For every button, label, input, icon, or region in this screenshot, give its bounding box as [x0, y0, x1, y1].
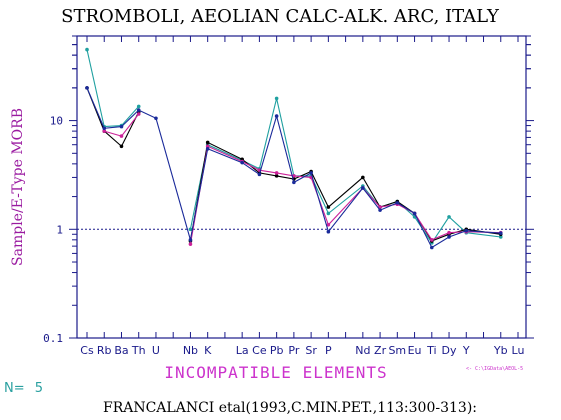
series-point: [188, 242, 193, 246]
y-axis-label: Sample/E-Type MORB: [10, 108, 26, 266]
sample-count: N= 5: [4, 381, 43, 396]
series-point: [119, 134, 124, 138]
series-point: [326, 222, 331, 227]
x-tick-label: Yb: [493, 344, 508, 357]
x-tick-label: Ba: [114, 344, 128, 357]
series-point: [464, 228, 469, 233]
x-tick-label: La: [236, 344, 249, 357]
x-tick-label: U: [152, 344, 160, 357]
y-axis-ticks: 0.1 1 10: [43, 35, 534, 345]
series-point: [378, 208, 382, 212]
series-point: [412, 211, 417, 216]
series-point: [447, 230, 451, 235]
series-point: [205, 147, 210, 151]
x-axis-ticks: Cs Rb Ba Th U Nb K La Ce Pb Pr Sr P Nd Zr Sm Eu Ti Dy Y Yb Lu: [80, 36, 524, 357]
series-line: [86, 49, 501, 244]
x-tick-label: Sr: [305, 344, 317, 357]
series-point: [326, 205, 331, 209]
series-point: [430, 245, 434, 250]
chart-title: STROMBOLI, AEOLIAN CALC-ALK. ARC, ITALY: [61, 6, 500, 27]
series-point: [188, 238, 193, 242]
series-line: [86, 87, 501, 249]
series-point: [102, 129, 107, 133]
series-point: [309, 171, 313, 175]
x-tick-label: Rb: [97, 344, 112, 357]
x-tick-label: Zr: [374, 344, 387, 357]
series-point: [361, 186, 365, 190]
x-tick-label: Pb: [270, 344, 284, 357]
x-tick-label: P: [325, 344, 332, 357]
series-layer: [85, 47, 503, 250]
series-point: [119, 144, 124, 149]
series-point: [326, 229, 331, 234]
series-line: [86, 87, 501, 242]
source-file-note: <- C:\IGData\AEOL-5: [466, 366, 523, 372]
series-4: [85, 86, 503, 250]
series-point: [119, 124, 124, 129]
series-point: [136, 108, 141, 112]
x-tick-label: Cs: [80, 344, 94, 357]
x-tick-label: Ce: [252, 344, 267, 357]
x-tick-label: Nb: [183, 344, 198, 357]
series-2: [85, 86, 503, 243]
series-point: [85, 47, 89, 52]
series-point: [292, 180, 296, 185]
x-tick-label: Pr: [288, 344, 299, 357]
series-point: [498, 235, 503, 239]
series-point: [498, 231, 503, 236]
series-point: [102, 126, 107, 131]
series-1: [85, 47, 503, 245]
reference-citation: FRANCALANCI etal(1993,C.MIN.PET.,113:300…: [103, 400, 477, 416]
series-point: [188, 227, 193, 232]
series-point: [378, 205, 382, 209]
plot-frame: [76, 35, 527, 339]
series-point: [136, 104, 141, 109]
series-point: [447, 215, 451, 219]
x-tick-label: K: [204, 344, 212, 357]
n-value: 5: [35, 381, 43, 396]
n-label: N=: [4, 381, 25, 396]
x-tick-label: Dy: [442, 344, 457, 357]
series-point: [136, 112, 141, 116]
series-point: [430, 238, 434, 242]
series-point: [326, 211, 331, 216]
series-point: [257, 172, 262, 177]
series-line: [104, 113, 501, 245]
x-tick-label: Nd: [355, 344, 370, 357]
x-tick-label: Y: [462, 344, 470, 357]
series-point: [85, 86, 89, 90]
y-tick-label: 1: [56, 223, 63, 236]
series-point: [274, 171, 279, 175]
series-point: [240, 160, 244, 165]
series-point: [361, 175, 365, 180]
series-point: [274, 174, 279, 178]
x-tick-label: Ti: [426, 344, 436, 357]
series-point: [274, 114, 279, 118]
series-point: [154, 116, 158, 121]
series-point: [274, 96, 279, 101]
series-point: [205, 144, 210, 149]
x-tick-label: Sm: [388, 344, 406, 357]
x-tick-label: Th: [131, 344, 146, 357]
series-point: [205, 140, 210, 145]
series-point: [447, 235, 451, 239]
x-tick-label: Eu: [408, 344, 422, 357]
y-tick-label: 10: [50, 115, 63, 128]
x-tick-label: Lu: [512, 344, 525, 357]
y-tick-label: 0.1: [43, 332, 63, 345]
x-axis-label: INCOMPATIBLE ELEMENTS: [164, 363, 387, 382]
series-point: [395, 201, 400, 205]
